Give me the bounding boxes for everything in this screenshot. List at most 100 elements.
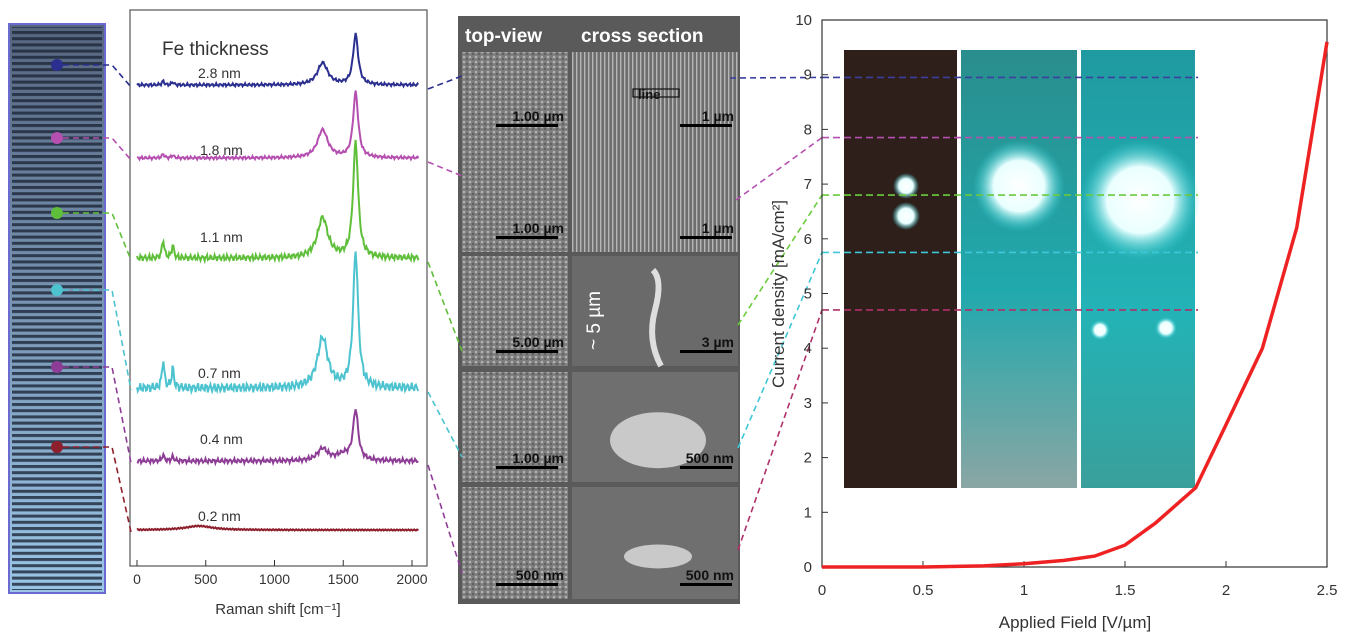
raman-tick-label: 1000 bbox=[259, 571, 290, 587]
raman-tick-label: 500 bbox=[194, 571, 218, 587]
raman-trace-label: 0.4 nm bbox=[200, 431, 243, 447]
y-tick-label: 5 bbox=[804, 286, 812, 303]
x-axis-title: Applied Field [V/µm] bbox=[999, 613, 1151, 632]
sample-dot bbox=[51, 207, 63, 219]
raman-trace-2 bbox=[136, 139, 420, 265]
x-tick-label: 0 bbox=[818, 582, 826, 599]
sem-scale-bar bbox=[496, 124, 558, 127]
y-tick-label: 4 bbox=[804, 340, 812, 357]
y-tick-label: 1 bbox=[804, 504, 812, 521]
sem-header-top-view: top-view bbox=[465, 26, 542, 47]
connector-middle bbox=[427, 261, 463, 352]
sem-particle bbox=[624, 544, 692, 569]
y-tick-label: 3 bbox=[804, 395, 812, 412]
sem-scale-right: 1 µm bbox=[702, 108, 734, 124]
emission-image-1 bbox=[844, 50, 957, 488]
sem-scale-bar bbox=[680, 466, 732, 469]
connector-left bbox=[63, 212, 132, 261]
sample-dot bbox=[51, 284, 63, 296]
connector-right bbox=[737, 252, 823, 449]
y-tick-label: 0 bbox=[804, 559, 812, 576]
x-tick-label: 1 bbox=[1020, 582, 1028, 599]
y-tick-label: 2 bbox=[804, 450, 812, 467]
y-tick-label: 9 bbox=[804, 67, 812, 84]
raman-trace-1 bbox=[136, 90, 420, 162]
sem-scale-left: 5.00 µm bbox=[512, 334, 564, 350]
raman-trace-0 bbox=[136, 32, 420, 89]
sem-top-view-image bbox=[462, 140, 568, 252]
x-tick-label: 2 bbox=[1222, 582, 1230, 599]
connector-right bbox=[737, 194, 823, 326]
emission-spot bbox=[893, 173, 919, 199]
sem-panel: top-view cross section 1.00 µm 1 µm1.00 µ… bbox=[458, 16, 740, 604]
raman-trace-3 bbox=[136, 251, 420, 396]
raman-tick-label: 2000 bbox=[396, 571, 427, 587]
sem-scale-bar bbox=[496, 466, 558, 469]
sem-cross-section-bg bbox=[572, 487, 738, 599]
raman-trace-label: 0.2 nm bbox=[198, 508, 241, 524]
sem-line-bracket bbox=[632, 88, 680, 98]
connector-middle bbox=[427, 464, 463, 574]
raman-traces: 2.8 nm 1.8 nm 1.1 nm 0.7 nm 0.4 nm 0.2 nm bbox=[136, 32, 420, 532]
connector-right bbox=[735, 136, 823, 201]
sem-cross-section-image bbox=[572, 140, 738, 252]
level-lines bbox=[822, 76, 1198, 311]
sem-height-label: ~ 5 µm bbox=[584, 291, 605, 350]
sem-scale-right: 1 µm bbox=[702, 220, 734, 236]
emission-spot bbox=[973, 140, 1065, 232]
sem-scale-left: 1.00 µm bbox=[512, 108, 564, 124]
connector-middle bbox=[427, 161, 463, 177]
x-tick-label: 1.5 bbox=[1115, 582, 1136, 599]
raman-trace-label: 2.8 nm bbox=[198, 65, 241, 81]
sample-dots bbox=[51, 59, 63, 453]
emission-image-3 bbox=[1081, 50, 1195, 488]
raman-trace-label: 1.8 nm bbox=[200, 142, 243, 158]
connector-left bbox=[63, 366, 132, 464]
raman-x-ticks: 0 500 1000 1500 2000 bbox=[133, 560, 428, 587]
sem-top-view-image bbox=[462, 372, 568, 482]
raman-frame bbox=[129, 9, 428, 567]
y-tick-label: 8 bbox=[804, 121, 812, 138]
sem-scale-bar bbox=[496, 236, 558, 239]
emission-spot bbox=[1090, 320, 1110, 340]
sem-scale-right: 500 nm bbox=[686, 567, 734, 583]
sem-scale-bar bbox=[680, 124, 732, 127]
sem-scale-right: 500 nm bbox=[686, 450, 734, 466]
sample-dot bbox=[51, 361, 63, 373]
raman-tick-label: 1500 bbox=[328, 571, 359, 587]
raman-trace-4 bbox=[136, 409, 419, 467]
raman-panel: Fe thickness 2.8 nm 1.8 nm 1.1 nm 0.7 nm 0.4… bbox=[129, 9, 428, 618]
sem-scale-bar bbox=[496, 583, 558, 586]
raman-trace-label: 1.1 nm bbox=[200, 229, 243, 245]
emission-images bbox=[844, 50, 1200, 488]
connector-middle bbox=[427, 391, 463, 458]
sem-scale-right: 3 µm bbox=[702, 334, 734, 350]
connector-middle bbox=[427, 75, 463, 90]
left-connectors bbox=[63, 64, 132, 533]
sem-particle bbox=[610, 412, 706, 469]
connector-right bbox=[729, 76, 823, 79]
sem-top-view-image bbox=[462, 487, 568, 599]
sem-scale-left: 1.00 µm bbox=[512, 220, 564, 236]
sample-dot bbox=[51, 132, 63, 144]
emission-image-2 bbox=[961, 50, 1077, 488]
emission-spot bbox=[1080, 140, 1200, 260]
raman-title: Fe thickness bbox=[162, 39, 269, 60]
sem-scale-bar bbox=[680, 350, 732, 353]
emission-spot bbox=[892, 202, 920, 230]
right-connectors bbox=[729, 76, 823, 551]
y-axis-title: Current density [mA/cm²] bbox=[769, 200, 788, 388]
y-tick-label: 10 bbox=[795, 12, 812, 29]
connector-right bbox=[737, 309, 823, 551]
sem-scale-bar bbox=[496, 350, 558, 353]
y-tick-label: 7 bbox=[804, 176, 812, 193]
raman-x-label: Raman shift [cm⁻¹] bbox=[215, 601, 340, 618]
sem-scale-bar bbox=[680, 583, 732, 586]
emission-spot bbox=[1155, 317, 1177, 339]
series-line-current-density bbox=[822, 41, 1329, 569]
middle-connectors bbox=[427, 75, 463, 574]
raman-trace-5 bbox=[136, 524, 420, 532]
y-tick-label: 6 bbox=[804, 231, 812, 248]
sem-scale-left: 500 nm bbox=[516, 567, 564, 583]
